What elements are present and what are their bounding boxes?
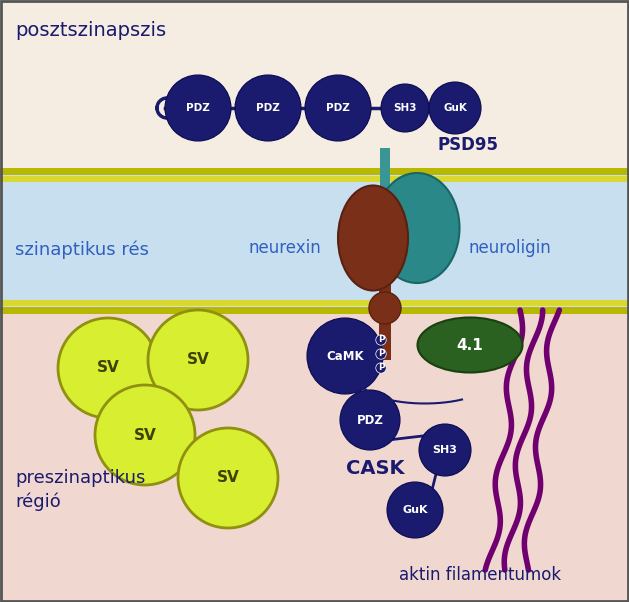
Text: neurexin: neurexin [248, 239, 321, 257]
Text: SH3: SH3 [393, 103, 417, 113]
Bar [0, 310, 629, 602]
Circle shape [307, 318, 383, 394]
Text: P: P [377, 364, 384, 373]
Text: P: P [377, 335, 384, 344]
Text: neuroligin: neuroligin [469, 239, 552, 257]
Text: szinaptikus rés: szinaptikus rés [15, 241, 149, 259]
Text: PDZ: PDZ [256, 103, 280, 113]
Text: 4.1: 4.1 [457, 338, 483, 353]
Circle shape [95, 385, 195, 485]
Text: CaMK: CaMK [326, 350, 364, 362]
Bar [0, 176, 629, 182]
Circle shape [178, 428, 278, 528]
Text: preszinaptikus
régió: preszinaptikus régió [15, 469, 145, 511]
Bar [380, 148, 390, 228]
Bar [0, 175, 629, 310]
Circle shape [387, 482, 443, 538]
Text: GuK: GuK [403, 505, 428, 515]
Text: PDZ: PDZ [357, 414, 384, 426]
Bar [0, 300, 629, 306]
Text: SV: SV [133, 427, 157, 442]
Bar [0, 0, 629, 175]
Text: PDZ: PDZ [326, 103, 350, 113]
Bar [0, 168, 629, 175]
Text: SH3: SH3 [433, 445, 457, 455]
Text: SV: SV [216, 471, 240, 485]
Circle shape [235, 75, 301, 141]
Ellipse shape [338, 185, 408, 291]
Circle shape [58, 318, 158, 418]
Circle shape [340, 390, 400, 450]
Circle shape [429, 82, 481, 134]
Text: SV: SV [187, 353, 209, 367]
Bar [0, 307, 629, 314]
Circle shape [419, 424, 471, 476]
Circle shape [369, 292, 401, 324]
Circle shape [148, 310, 248, 410]
Text: SV: SV [97, 361, 120, 376]
Text: P: P [377, 350, 384, 359]
Circle shape [165, 75, 231, 141]
Text: CASK: CASK [346, 459, 404, 477]
Text: posztszinapszis: posztszinapszis [15, 20, 166, 40]
Text: PSD95: PSD95 [438, 136, 499, 154]
Ellipse shape [374, 173, 460, 283]
Text: PDZ: PDZ [186, 103, 210, 113]
Ellipse shape [418, 317, 523, 373]
Bar [379, 195, 391, 360]
Text: GuK: GuK [443, 103, 467, 113]
Circle shape [381, 84, 429, 132]
Text: aktin filamentumok: aktin filamentumok [399, 566, 561, 584]
Circle shape [305, 75, 371, 141]
